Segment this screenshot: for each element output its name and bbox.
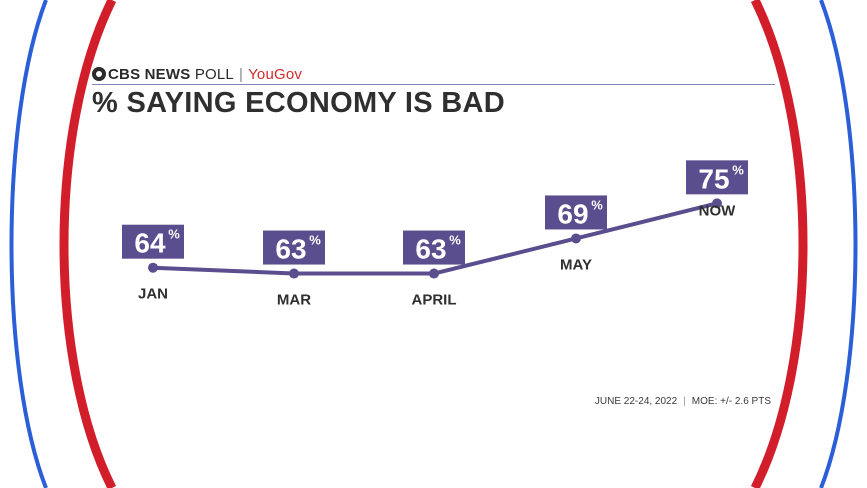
value-label-box	[686, 160, 748, 195]
value-label-box	[263, 230, 325, 265]
value-label-box	[403, 230, 465, 265]
frame-red-arc-left	[59, 0, 117, 488]
category-label: JAN	[138, 286, 168, 303]
category-label: APRIL	[412, 292, 457, 309]
chart-title: % SAYING ECONOMY IS BAD	[92, 87, 505, 119]
brand-logo: CBS NEWS POLL | YouGov	[92, 66, 302, 83]
partner-name: YouGov	[248, 66, 303, 83]
category-label: NOW	[699, 202, 737, 219]
data-point	[571, 233, 581, 244]
poll-dates: JUNE 22-24, 2022	[594, 396, 678, 407]
data-label: 69	[557, 198, 588, 229]
data-point	[289, 268, 299, 279]
data-point	[148, 262, 158, 273]
data-label: 63	[275, 234, 306, 265]
poll-footnote: JUNE 22-24, 2022 | MOE: +/- 2.6 PTS	[595, 396, 771, 407]
margin-of-error: MOE: +/- 2.6 PTS	[691, 396, 771, 407]
frame-blue-arc-left	[9, 0, 48, 488]
header-rule	[92, 84, 775, 85]
brand-poll: POLL	[194, 66, 234, 83]
category-label: MAY	[560, 256, 592, 273]
data-label-suffix: %	[591, 197, 603, 212]
frame-red-arc-right	[750, 0, 808, 488]
data-label-suffix: %	[309, 233, 321, 248]
data-label-suffix: %	[168, 227, 180, 242]
category-label: MAR	[277, 292, 311, 309]
data-label-suffix: %	[449, 233, 461, 248]
footnote-separator: |	[683, 396, 686, 407]
data-label: 64	[134, 228, 166, 259]
value-label-box	[545, 195, 607, 230]
data-label-suffix: %	[732, 162, 744, 177]
data-point	[712, 198, 722, 209]
cbs-eye-icon	[92, 67, 106, 81]
data-point	[429, 268, 439, 279]
frame-blue-arc-right	[819, 0, 858, 488]
brand-separator: |	[238, 66, 244, 83]
data-label: 63	[415, 234, 446, 265]
value-label-box	[122, 224, 184, 259]
data-label: 75	[698, 163, 729, 194]
brand-name: CBS NEWS	[108, 66, 191, 83]
